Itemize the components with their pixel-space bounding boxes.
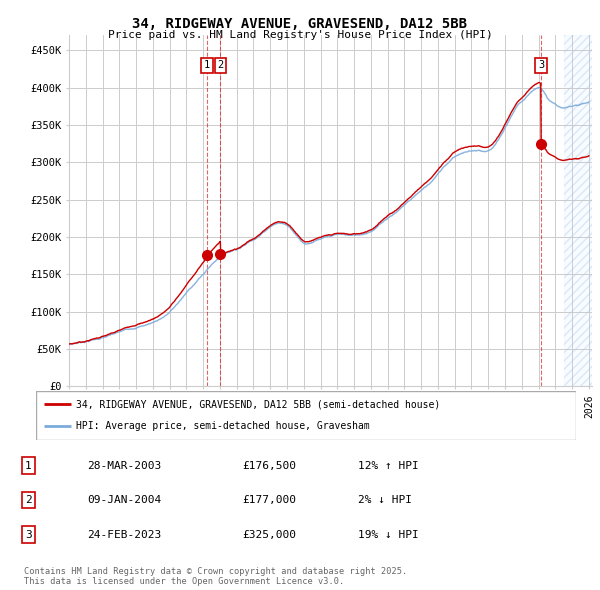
Text: 24-FEB-2023: 24-FEB-2023 [87,530,161,539]
Text: 3: 3 [538,60,544,70]
Text: 3: 3 [25,530,32,539]
Text: This data is licensed under the Open Government Licence v3.0.: This data is licensed under the Open Gov… [24,577,344,586]
Text: 34, RIDGEWAY AVENUE, GRAVESEND, DA12 5BB (semi-detached house): 34, RIDGEWAY AVENUE, GRAVESEND, DA12 5BB… [77,399,441,409]
Text: 12% ↑ HPI: 12% ↑ HPI [358,461,418,470]
Text: 28-MAR-2003: 28-MAR-2003 [87,461,161,470]
Bar [563,35,600,386]
Text: £177,000: £177,000 [242,495,296,505]
Text: 1: 1 [204,60,211,70]
Text: 1: 1 [25,461,32,470]
Text: 19% ↓ HPI: 19% ↓ HPI [358,530,418,539]
Text: Price paid vs. HM Land Registry's House Price Index (HPI): Price paid vs. HM Land Registry's House … [107,30,493,40]
Bar [572,35,600,386]
Text: Contains HM Land Registry data © Crown copyright and database right 2025.: Contains HM Land Registry data © Crown c… [24,567,407,576]
Text: £176,500: £176,500 [242,461,296,470]
FancyBboxPatch shape [36,391,576,440]
Text: £325,000: £325,000 [242,530,296,539]
Text: 2% ↓ HPI: 2% ↓ HPI [358,495,412,505]
Text: HPI: Average price, semi-detached house, Gravesham: HPI: Average price, semi-detached house,… [77,421,370,431]
Text: 2: 2 [217,60,224,70]
Text: 2: 2 [25,495,32,505]
Bar [563,35,600,386]
Text: 09-JAN-2004: 09-JAN-2004 [87,495,161,505]
Text: 34, RIDGEWAY AVENUE, GRAVESEND, DA12 5BB: 34, RIDGEWAY AVENUE, GRAVESEND, DA12 5BB [133,17,467,31]
